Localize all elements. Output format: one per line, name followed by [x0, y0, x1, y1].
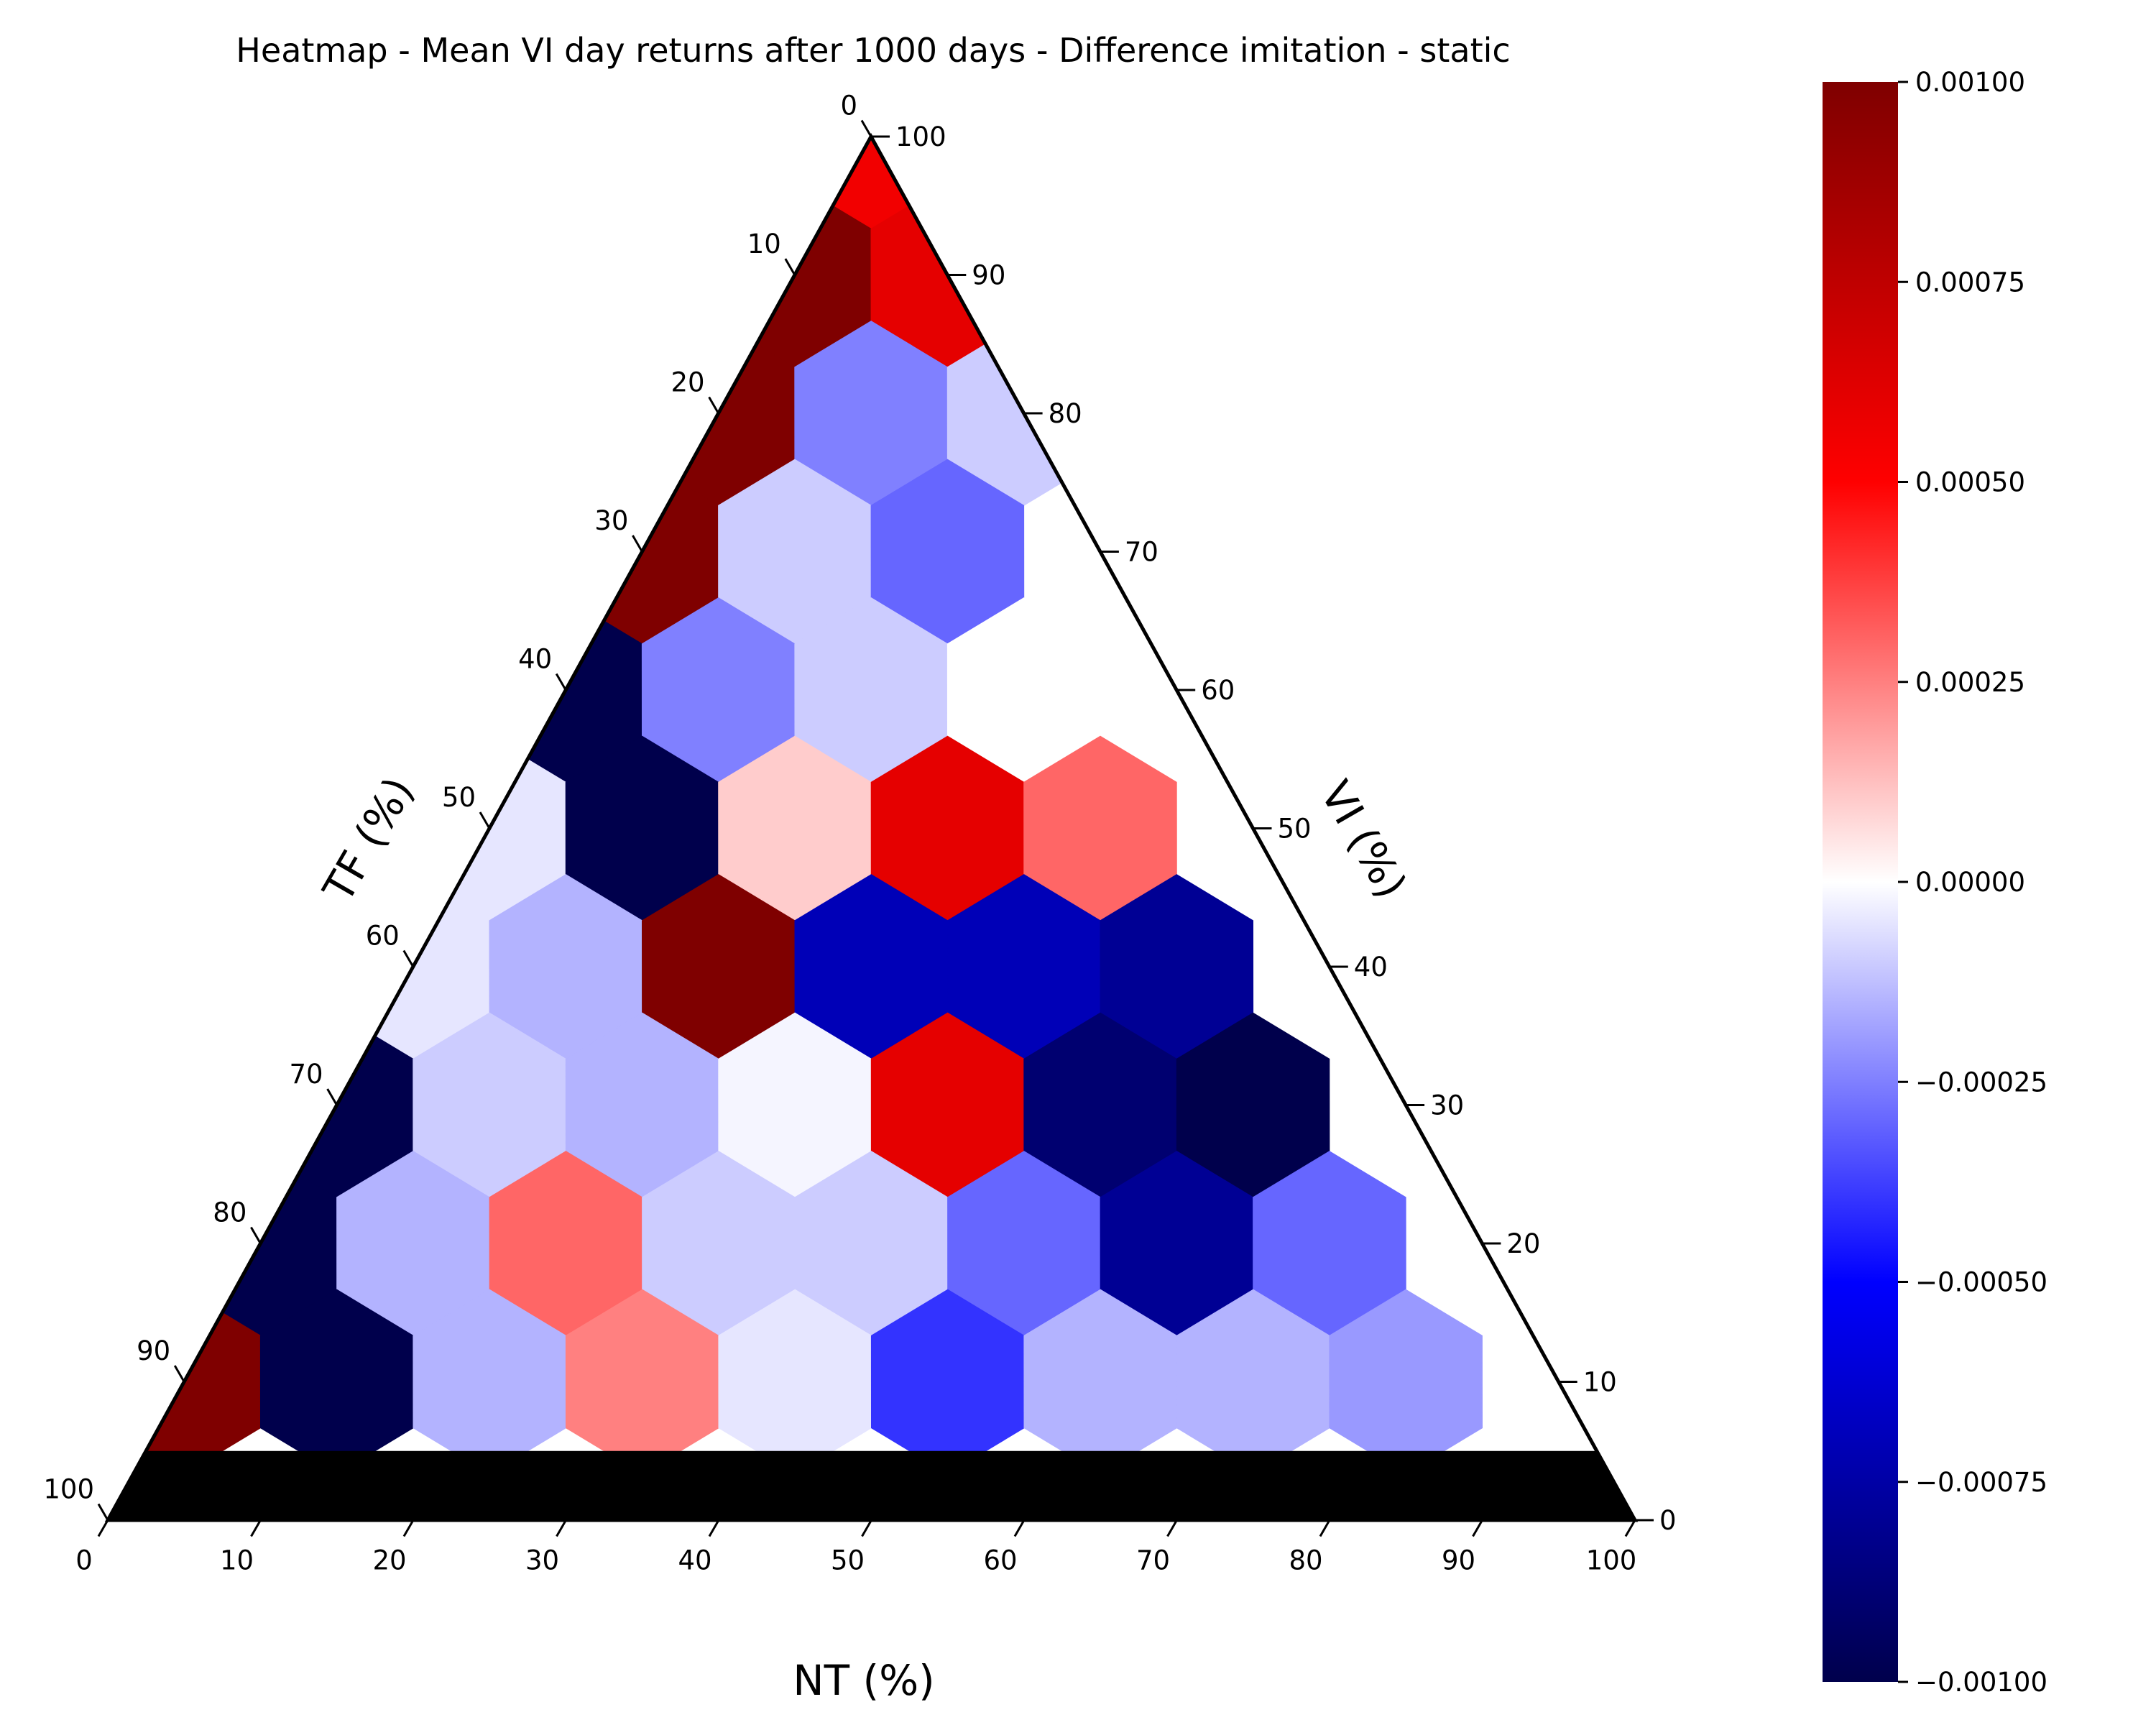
left-tick-label: 10 — [747, 229, 781, 259]
colorbar-tick-label: 0.00025 — [1915, 667, 2025, 698]
left-axis-title: TF (%) — [313, 769, 423, 911]
right-axis-ticks: 0 10 20 30 40 50 60 70 80 90 100 — [871, 121, 1677, 1536]
bottom-tick-mark — [556, 1519, 567, 1537]
bottom-tick-mark — [1013, 1519, 1026, 1537]
left-tick-label: 40 — [518, 643, 552, 674]
colorbar-tick-label: 0.00100 — [1915, 67, 2025, 98]
left-tick-mark — [860, 119, 872, 137]
left-tick-label: 90 — [137, 1335, 170, 1366]
bottom-axis-ticks: 0 10 20 30 40 50 60 70 80 90 100 — [75, 1519, 1637, 1576]
left-tick-label: 30 — [594, 505, 628, 536]
left-tick-mark — [555, 673, 567, 691]
right-tick-label: 80 — [1049, 398, 1082, 429]
left-tick-mark — [97, 1503, 109, 1521]
colorbar-tick-label: 0.00000 — [1915, 867, 2025, 898]
left-tick-label: 20 — [671, 367, 705, 397]
bottom-tick-label: 90 — [1442, 1545, 1475, 1576]
right-tick-label: 40 — [1354, 952, 1388, 983]
left-tick-mark — [708, 396, 719, 414]
left-tick-mark — [250, 1226, 262, 1244]
colorbar-tick-label: −0.00050 — [1915, 1267, 2047, 1298]
colorbar-tick-label: −0.00075 — [1915, 1467, 2047, 1498]
right-tick-label: 0 — [1659, 1505, 1677, 1536]
left-tick-label: 60 — [366, 920, 400, 951]
bottom-tick-mark — [1166, 1519, 1178, 1537]
right-axis-title: VI (%) — [1311, 773, 1416, 906]
left-tick-label: 80 — [213, 1197, 247, 1228]
missing-region — [108, 1450, 1635, 1520]
chart-title: Heatmap - Mean VI day returns after 1000… — [236, 31, 1510, 70]
right-tick-label: 70 — [1125, 537, 1158, 568]
bottom-tick-label: 30 — [525, 1545, 559, 1576]
bottom-axis-title: NT (%) — [793, 1656, 935, 1705]
right-tick-label: 50 — [1278, 814, 1312, 845]
colorbar-ticks: 0.00100 0.00075 0.00050 0.00025 0.00000 −0.00… — [1898, 67, 2047, 1698]
bottom-tick-label: 0 — [75, 1545, 93, 1576]
bottom-tick-mark — [250, 1519, 262, 1537]
colorbar-tick-label: −0.00100 — [1915, 1667, 2047, 1698]
bottom-tick-label: 80 — [1289, 1545, 1322, 1576]
right-tick-label: 10 — [1583, 1367, 1617, 1398]
left-tick-label: 0 — [840, 90, 857, 121]
bottom-tick-label: 100 — [1586, 1545, 1637, 1576]
left-tick-label: 70 — [290, 1059, 323, 1090]
colorbar-tick-label: 0.00050 — [1915, 467, 2025, 498]
bottom-tick-mark — [708, 1519, 720, 1537]
right-tick-label: 30 — [1430, 1090, 1464, 1121]
left-tick-label: 100 — [43, 1473, 94, 1504]
colorbar-tick-label: 0.00075 — [1915, 267, 2025, 298]
heatmap-cell — [565, 1289, 719, 1452]
colorbar — [1823, 82, 1898, 1682]
right-tick-label: 100 — [895, 121, 946, 152]
right-tick-label: 90 — [972, 260, 1005, 291]
left-tick-mark — [784, 258, 796, 276]
left-axis-ticks: 0 10 20 30 40 50 60 70 80 90 100 — [43, 90, 872, 1521]
missing-data-band — [108, 1450, 1635, 1520]
bottom-tick-label: 70 — [1136, 1545, 1170, 1576]
bottom-tick-mark — [1472, 1519, 1483, 1537]
right-tick-label: 20 — [1506, 1228, 1540, 1259]
bottom-tick-mark — [1624, 1519, 1636, 1537]
bottom-tick-mark — [97, 1519, 109, 1537]
bottom-tick-label: 50 — [831, 1545, 865, 1576]
bottom-tick-mark — [1319, 1519, 1331, 1537]
bottom-tick-label: 20 — [372, 1545, 406, 1576]
left-tick-mark — [479, 811, 491, 829]
left-tick-mark — [402, 949, 415, 967]
left-tick-label: 50 — [442, 782, 476, 813]
left-tick-mark — [632, 535, 643, 553]
left-tick-mark — [173, 1365, 185, 1383]
bottom-tick-label: 40 — [678, 1545, 711, 1576]
bottom-tick-label: 60 — [983, 1545, 1017, 1576]
left-tick-mark — [326, 1088, 338, 1106]
bottom-tick-mark — [861, 1519, 872, 1537]
heatmap-cells — [145, 135, 1483, 1452]
heatmap-cell — [718, 1289, 872, 1452]
bottom-tick-label: 10 — [220, 1545, 254, 1576]
bottom-tick-mark — [402, 1519, 415, 1537]
heatmap-cell — [145, 1312, 262, 1452]
right-tick-label: 60 — [1201, 675, 1235, 706]
colorbar-tick-label: −0.00025 — [1915, 1067, 2047, 1098]
heatmap-cell — [259, 1289, 414, 1452]
